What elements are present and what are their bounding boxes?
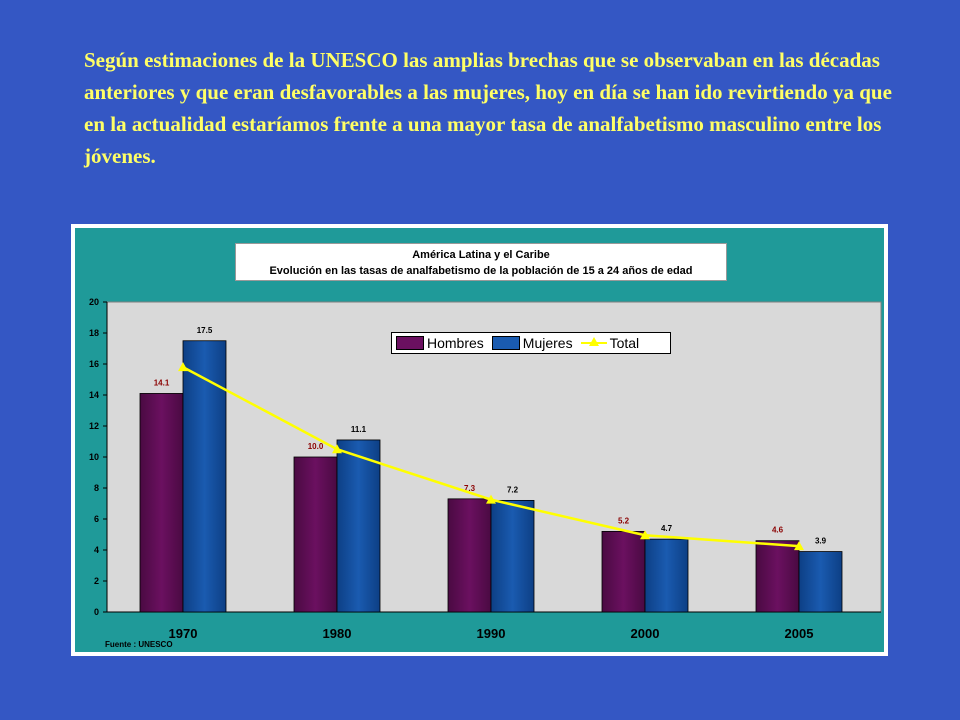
bar-mujeres-1980 — [336, 439, 381, 613]
legend-label-total: Total — [609, 335, 640, 351]
y-tick-label: 14 — [89, 390, 99, 400]
bar-mujeres-2000 — [644, 538, 689, 613]
bar-hombres-1970 — [139, 393, 184, 613]
bar-mujeres-1990 — [490, 499, 535, 613]
data-label-mujeres-2000: 4.7 — [661, 524, 673, 533]
data-label-hombres-1990: 7.3 — [464, 484, 476, 493]
data-label-hombres-1980: 10.0 — [308, 442, 324, 451]
legend-swatch-mujeres — [491, 336, 520, 350]
legend-item-total: Total — [580, 335, 640, 351]
legend-label-hombres: Hombres — [427, 335, 484, 351]
y-tick-label: 10 — [89, 452, 99, 462]
x-tick-label-1970: 1970 — [169, 626, 198, 641]
y-tick-label: 0 — [94, 607, 99, 617]
y-tick-label: 6 — [94, 514, 99, 524]
x-tick-label-2000: 2000 — [631, 626, 660, 641]
bar-hombres-1980 — [293, 456, 338, 613]
chart-canvas: 0 2 4 6 8 10 12 14 16 18 20 14.1 17.5 1970 10.0 11.1 198… — [89, 297, 882, 641]
chart-legend: Hombres Mujeres Total — [391, 332, 671, 354]
bar-hombres-2000 — [601, 530, 646, 613]
point-total-1980 — [332, 444, 342, 454]
point-total-1970 — [178, 362, 188, 372]
x-tick-label-1990: 1990 — [477, 626, 506, 641]
chart-source: Fuente : UNESCO — [105, 640, 173, 649]
chart-subtitle: Evolución en las tasas de analfabetismo … — [269, 265, 693, 277]
legend-item-hombres: Hombres — [396, 335, 484, 351]
y-tick-label: 8 — [94, 483, 99, 493]
legend-item-mujeres: Mujeres — [491, 335, 573, 351]
intro-paragraph: Según estimaciones de la UNESCO las ampl… — [84, 48, 892, 168]
x-tick-label-1980: 1980 — [323, 626, 352, 641]
data-label-mujeres-1970: 17.5 — [197, 326, 213, 335]
data-label-mujeres-1980: 11.1 — [351, 425, 367, 434]
point-total-1990 — [486, 494, 496, 504]
data-label-mujeres-2005: 3.9 — [815, 537, 827, 546]
data-label-hombres-2005: 4.6 — [772, 526, 784, 535]
data-label-mujeres-1990: 7.2 — [507, 485, 519, 494]
bar-mujeres-1970 — [182, 340, 227, 613]
chart-frame: 0 2 4 6 8 10 12 14 16 18 20 14.1 17.5 1970 10.0 11.1 198… — [71, 224, 888, 656]
y-tick-label: 12 — [89, 421, 99, 431]
chart-title-box: América Latina y el Caribe Evolución en … — [235, 243, 727, 281]
data-label-hombres-1970: 14.1 — [154, 378, 170, 387]
chart-panel: 0 2 4 6 8 10 12 14 16 18 20 14.1 17.5 1970 10.0 11.1 198… — [75, 228, 884, 652]
legend-label-mujeres: Mujeres — [522, 335, 573, 351]
y-tick-label: 16 — [89, 359, 99, 369]
legend-marker-total — [580, 337, 607, 349]
bar-hombres-2005 — [755, 540, 800, 613]
y-tick-label: 20 — [89, 297, 99, 307]
point-total-2000 — [640, 530, 650, 540]
y-tick-label: 2 — [94, 576, 99, 586]
y-tick-label: 18 — [89, 328, 99, 338]
bar-mujeres-2005 — [798, 551, 843, 613]
x-tick-label-2005: 2005 — [785, 626, 814, 641]
data-label-hombres-2000: 5.2 — [618, 516, 630, 525]
chart-title: América Latina y el Caribe — [412, 249, 550, 261]
legend-swatch-hombres — [396, 336, 424, 350]
point-total-2005 — [794, 541, 804, 551]
bar-hombres-1990 — [447, 498, 492, 613]
y-tick-label: 4 — [94, 545, 99, 555]
